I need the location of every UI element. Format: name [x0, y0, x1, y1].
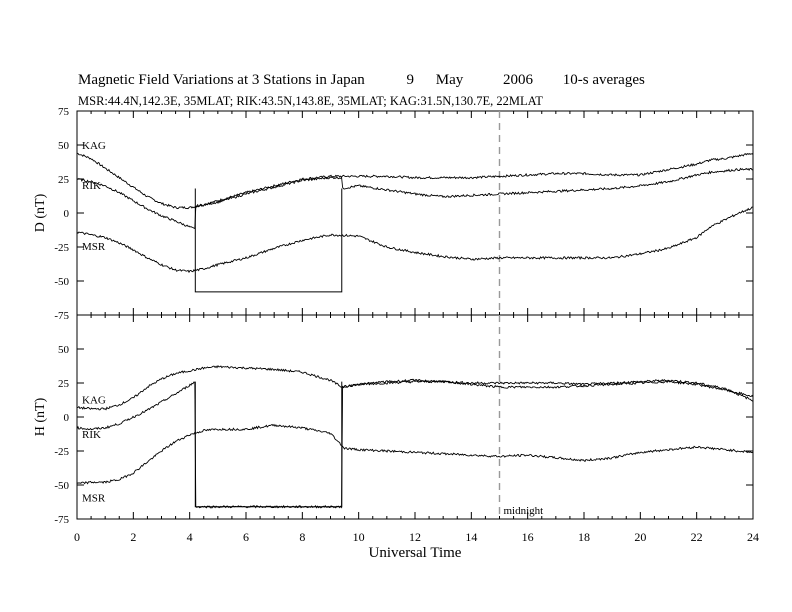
- y-tick-label: -25: [54, 242, 69, 254]
- x-tick-label: 0: [74, 530, 80, 544]
- series-label-rik: RIK: [82, 180, 101, 192]
- x-tick-label: 2: [130, 530, 136, 544]
- plot-frame-top: [76, 110, 754, 316]
- x-tick-label: 8: [299, 530, 305, 544]
- series-line-kag: [76, 152, 754, 210]
- x-tick-label: 20: [634, 530, 646, 544]
- x-tick-label: 14: [465, 530, 477, 544]
- series-line-rik: [76, 167, 754, 230]
- plot-frame-bottom: [76, 314, 754, 520]
- series-line-msr: [76, 206, 754, 274]
- y-axis-label: H (nT): [33, 397, 48, 436]
- series-label-rik: RIK: [82, 429, 101, 441]
- y-tick-label: 25: [58, 174, 70, 186]
- series-label-msr: MSR: [82, 241, 106, 253]
- y-tick-label: 50: [58, 344, 70, 356]
- series-label-kag: KAG: [82, 140, 106, 152]
- x-tick-label: 24: [747, 530, 759, 544]
- title-text: Magnetic Field Variations at 3 Stations …: [78, 72, 365, 88]
- series-line-msr: [76, 423, 754, 485]
- y-tick-label: -50: [54, 276, 69, 288]
- y-tick-label: 0: [64, 208, 70, 220]
- x-tick-label: 12: [409, 530, 421, 544]
- y-tick-label: 75: [58, 106, 70, 118]
- y-tick-label: -75: [54, 514, 69, 526]
- chart-title: Magnetic Field Variations at 3 Stations …: [78, 72, 645, 89]
- y-tick-label: -75: [54, 310, 69, 322]
- y-tick-label: 25: [58, 378, 70, 390]
- x-axis-label: Universal Time: [369, 545, 462, 561]
- y-tick-label: -50: [54, 480, 69, 492]
- station-coordinates: MSR:44.4N,142.3E, 35MLAT; RIK:43.5N,143.…: [78, 94, 543, 108]
- title-averaging: 10-s averages: [562, 72, 645, 88]
- y-tick-label: -25: [54, 446, 69, 458]
- series-label-kag: KAG: [82, 394, 106, 406]
- title-month: May: [435, 72, 464, 88]
- series-line-kag: [76, 365, 754, 411]
- x-tick-label: 10: [353, 530, 365, 544]
- y-tick-label: 50: [58, 140, 70, 152]
- x-tick-label: 18: [578, 530, 590, 544]
- data-gap-box: [194, 381, 343, 508]
- y-axis-label: D (nT): [33, 193, 48, 232]
- x-tick-label: 6: [243, 530, 249, 544]
- x-tick-label: 22: [691, 530, 703, 544]
- title-year: 2006: [503, 72, 534, 88]
- series-line-rik: [76, 378, 754, 509]
- y-tick-label: 0: [64, 412, 70, 424]
- series-label-msr: MSR: [82, 493, 106, 505]
- data-gap-box: [194, 188, 343, 293]
- midnight-label: midnight: [504, 505, 544, 517]
- title-day: 9: [406, 72, 415, 88]
- x-tick-label: 16: [522, 530, 534, 544]
- x-tick-label: 4: [187, 530, 193, 544]
